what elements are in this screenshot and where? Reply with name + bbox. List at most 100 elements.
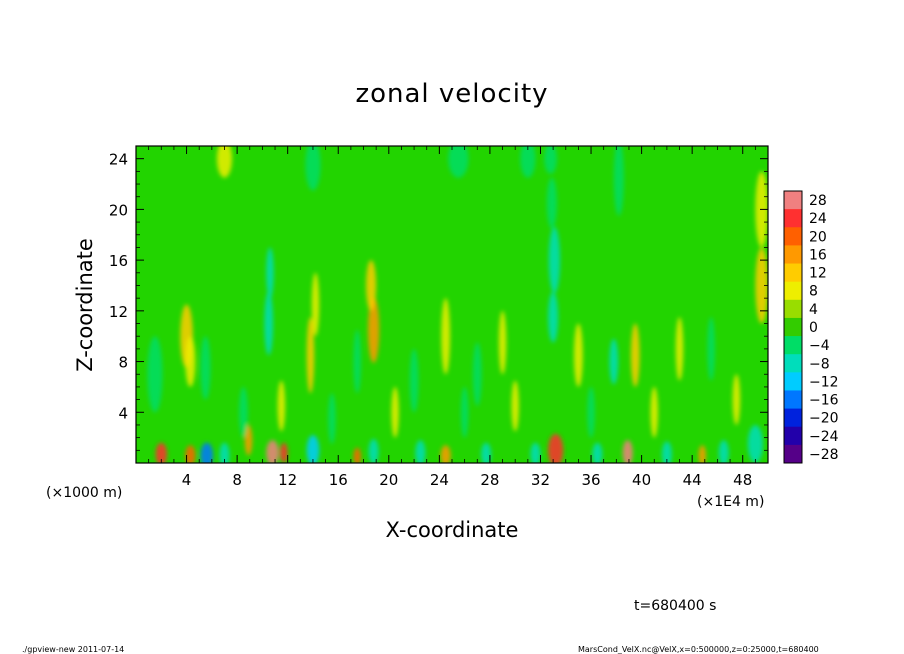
colorbar-swatch xyxy=(784,281,802,301)
heatmap-blob xyxy=(306,435,320,463)
x-axis-label: X-coordinate xyxy=(386,518,519,542)
colorbar-swatch xyxy=(784,227,802,246)
x-unit-left: (×1000 m) xyxy=(46,485,122,501)
heatmap-blob xyxy=(366,260,377,311)
colorbar-label: −16 xyxy=(809,393,839,409)
y-axis-ticks: 4 8 12 16 20 24 xyxy=(109,151,768,451)
heatmap-blob xyxy=(155,442,167,463)
heatmap-blob xyxy=(277,380,286,432)
colorbar-label: 12 xyxy=(809,266,827,282)
colorbar-swatch xyxy=(784,354,802,373)
colorbar-swatch xyxy=(784,317,802,337)
heatmap-blob xyxy=(185,445,196,463)
heatmap-blob xyxy=(613,146,624,216)
colorbar-label: 8 xyxy=(809,284,818,300)
heatmap-blob xyxy=(353,329,361,394)
heatmap-background xyxy=(136,146,768,463)
heatmap-blob xyxy=(548,433,564,463)
heatmap-blob xyxy=(219,442,230,463)
x-tick-label: 28 xyxy=(480,471,499,489)
colorbar-swatch xyxy=(784,336,802,355)
colorbar-swatch xyxy=(784,245,802,265)
colorbar-swatch xyxy=(784,263,802,283)
colorbar-swatch xyxy=(784,372,802,391)
heatmap-blob xyxy=(239,386,248,438)
heatmap-blob xyxy=(498,310,507,375)
colorbar-label: −20 xyxy=(809,411,839,427)
heatmap-blob xyxy=(548,227,561,294)
colorbar-label: 20 xyxy=(809,229,827,245)
chart-title: zonal velocity xyxy=(355,79,548,109)
heatmap-blob xyxy=(707,317,715,381)
heatmap-blob xyxy=(622,440,633,463)
colorbar-label: 0 xyxy=(809,320,818,336)
x-unit-right: (×1E4 m) xyxy=(697,494,764,510)
colorbar-swatch xyxy=(784,390,802,410)
heatmap-blob xyxy=(718,440,729,463)
colorbar-swatch xyxy=(784,191,802,210)
heatmap-blob xyxy=(661,441,672,463)
colorbar: 28 24 20 16 12 8 4 0 −4 −8 −12 −16 −20 −24 −28 xyxy=(783,190,839,464)
heatmap-blob xyxy=(587,386,595,438)
heatmap-blob xyxy=(548,291,559,343)
heatmap-blob xyxy=(328,393,336,444)
heatmap-features xyxy=(147,146,768,463)
colorbar-label: 4 xyxy=(809,302,818,318)
heatmap-blob xyxy=(460,386,469,438)
x-tick-label: 48 xyxy=(733,471,752,489)
colorbar-label: 28 xyxy=(809,193,827,209)
heatmap-blob xyxy=(675,317,684,381)
x-tick-label: 24 xyxy=(430,471,449,489)
x-tick-label: 20 xyxy=(379,471,398,489)
colorbar-swatch xyxy=(784,209,802,228)
y-tick-label: 12 xyxy=(109,303,128,321)
heatmap-blob xyxy=(147,336,163,413)
heatmap-blob xyxy=(306,317,315,394)
colorbar-label: −8 xyxy=(809,356,830,372)
heatmap-blob xyxy=(391,386,399,438)
heatmap-blob xyxy=(266,247,274,299)
footer-right: MarsCond_VelX.nc@VelX,x=0:500000,z=0:250… xyxy=(578,645,819,654)
heatmap-blob xyxy=(305,146,321,191)
x-tick-label: 40 xyxy=(632,471,651,489)
heatmap-blob xyxy=(520,146,536,178)
heatmap-blob xyxy=(650,386,659,438)
heatmap-blob xyxy=(200,442,214,463)
time-annotation: t=680400 s xyxy=(634,598,716,614)
y-tick-label: 24 xyxy=(109,151,128,169)
heatmap-blob xyxy=(448,146,469,178)
colorbar-label: −4 xyxy=(809,338,830,354)
heatmap-blob xyxy=(216,146,233,178)
x-tick-label: 8 xyxy=(232,471,242,489)
colorbar-label: 24 xyxy=(809,211,827,227)
heatmap-blob xyxy=(530,442,541,463)
heatmap-blob xyxy=(244,424,253,456)
x-tick-label: 12 xyxy=(278,471,297,489)
x-tick-label: 16 xyxy=(329,471,348,489)
heatmap-blob xyxy=(573,323,583,387)
heatmap-blob xyxy=(755,247,768,324)
y-tick-label: 16 xyxy=(109,252,128,270)
y-tick-label: 8 xyxy=(118,354,128,372)
heatmap-blob xyxy=(280,442,288,463)
heatmap-blob xyxy=(200,336,211,400)
colorbar-frame xyxy=(783,190,803,464)
heatmap-blob xyxy=(511,380,519,432)
heatmap-blob xyxy=(368,438,379,463)
heatmap-blob xyxy=(472,342,482,406)
heatmap-blob xyxy=(415,440,426,463)
heatmap-blob xyxy=(481,442,492,463)
x-tick-label: 32 xyxy=(531,471,550,489)
x-tick-label: 36 xyxy=(581,471,600,489)
heatmap-blob xyxy=(440,445,451,463)
y-tick-label: 20 xyxy=(109,201,128,219)
heatmap-blob xyxy=(592,442,603,463)
y-tick-label: 4 xyxy=(118,404,128,422)
heatmap-blob xyxy=(698,445,707,463)
heatmap-blob xyxy=(367,296,380,363)
colorbar-swatch xyxy=(784,299,802,319)
heatmap-blob xyxy=(544,146,557,174)
colorbar-swatch xyxy=(784,426,802,446)
heatmap-blob xyxy=(546,177,557,229)
heatmap-blob xyxy=(630,323,640,387)
